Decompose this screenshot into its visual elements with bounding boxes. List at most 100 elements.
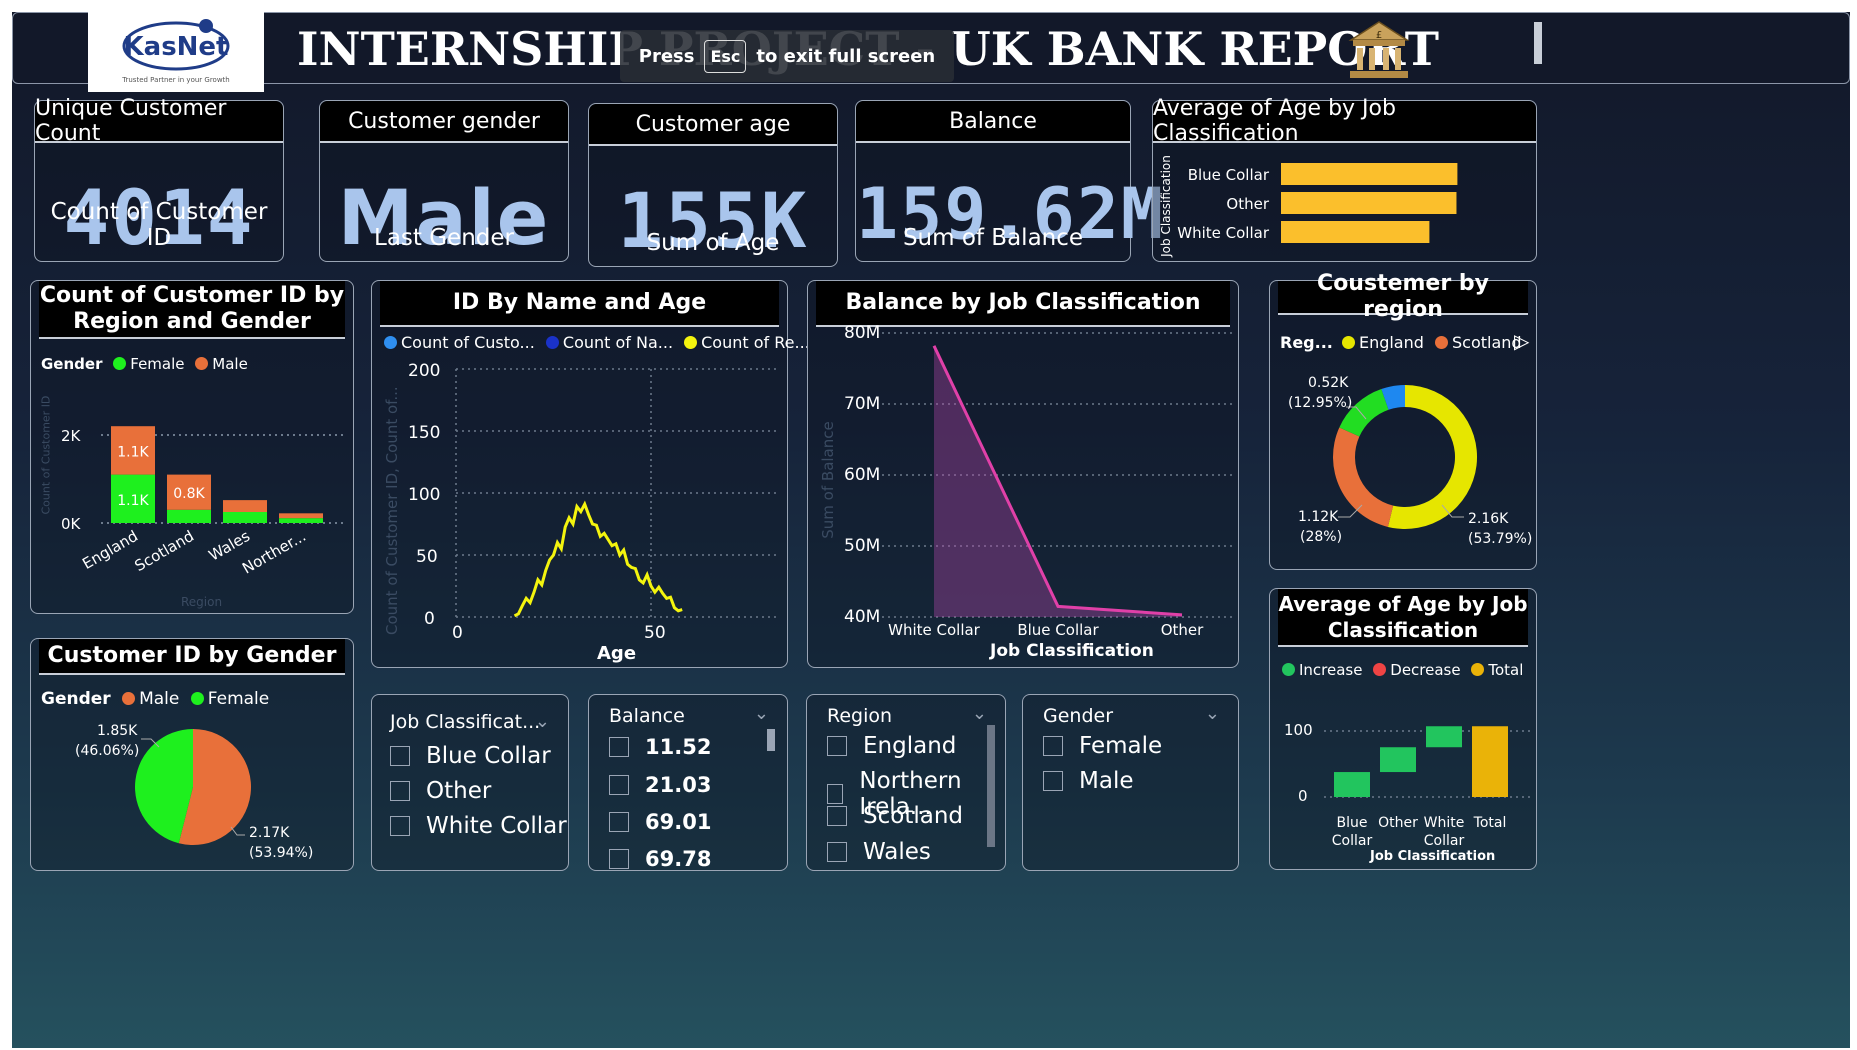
series-icon [545,336,559,349]
y-tick: 0 [424,609,435,629]
checkbox[interactable] [390,746,410,766]
card-title: Average of Age by Job Classification [1278,589,1528,647]
legend-item: Female [130,355,185,373]
y-tick: 50 [416,547,438,567]
waterfall-total-bar [1472,726,1508,797]
option-label: 11.52 [645,735,712,759]
slicer-option[interactable]: England [827,733,956,759]
data-label: 0.8K [173,486,205,502]
svg-text:Trusted Partner in your Growth: Trusted Partner in your Growth [121,76,230,84]
checkbox[interactable] [1043,771,1063,791]
legend-item: Count of Re... [701,333,810,352]
y-tick: 60M [844,465,881,485]
bar-segment-male [167,474,211,510]
kpi-value: 155K [617,176,809,265]
slicer-option[interactable]: Northern Irela... [827,768,1005,820]
checkbox[interactable] [609,737,629,757]
kpi-subtitle: Sum of Balance [902,225,1084,251]
data-label: 1.1K [117,444,149,460]
checkbox[interactable] [609,812,629,832]
header-scrollbar[interactable] [1534,22,1542,64]
x-tick-label: Other [1378,815,1418,831]
checkbox[interactable] [390,816,410,836]
checkbox[interactable] [827,736,847,756]
male-legend-icon [122,692,136,705]
slicer-option[interactable]: 69.78 [609,847,711,870]
checkbox[interactable] [609,849,629,869]
x-axis-title: Region [181,595,223,609]
chart-legend: Count of Custo... Count of Na... Count o… [378,333,810,352]
bar [1281,163,1458,185]
slicer-title: Region [827,705,893,727]
donut-slice [1381,385,1405,410]
card-title: Customer ID by Gender [39,639,345,675]
fullscreen-toast: Press Esc to exit full screen [620,30,954,82]
legend-next-arrow-icon[interactable]: ▷ [1514,329,1530,353]
kpi-title: Balance [856,101,1130,143]
option-label: Female [1079,733,1163,759]
x-tick: 0 [452,623,463,643]
female-legend-icon [113,357,127,370]
region-slicer: Region ⌄ England Northern Irela... Scotl… [806,694,1006,871]
leader-line [230,826,245,836]
chevron-down-icon[interactable]: ⌄ [753,703,769,724]
bar-segment-female [279,518,323,523]
legend-item: Male [212,355,248,373]
bar-segment-female [111,474,155,523]
decrease-legend-icon [1373,663,1387,676]
kpi-value: Male [337,173,551,262]
dashboard-canvas: KasNet Trusted Partner in your Growth IN… [12,12,1850,1048]
region-donut-card: Coustemer by region Reg... England Scotl… [1269,271,1537,570]
slicer-option[interactable]: Other [390,778,491,804]
slicer-scrollbar[interactable] [767,729,775,751]
data-label: 0.52K [1308,375,1349,391]
data-label: 1.1K [117,493,149,509]
option-label: Wales [863,839,931,865]
slicer-option[interactable]: Male [1043,768,1133,794]
checkbox[interactable] [827,806,847,826]
checkbox[interactable] [390,781,410,801]
bar [1281,221,1430,243]
kpi-subtitle: Sum of Age [646,230,780,256]
legend-label: Gender [41,689,111,709]
slicer-option[interactable]: 11.52 [609,735,711,759]
checkbox[interactable] [827,842,847,862]
card-title: Average of Age by Job Classification [1153,96,1536,146]
bar-category-label: Blue Collar [1188,166,1270,184]
checkbox[interactable] [827,784,844,804]
area-fill [934,345,1182,617]
slicer-option[interactable]: 69.01 [609,810,711,834]
kpi-balance: Balance 159.62M Sum of Balance [855,100,1163,262]
female-legend-icon [190,692,204,705]
chevron-down-icon[interactable]: ⌄ [971,703,987,724]
x-axis-title: Job Classification [1370,849,1496,864]
slicer-option[interactable]: Blue Collar [390,743,551,769]
slicer-title: Balance [609,705,685,727]
x-tick-label: Total [1473,815,1507,831]
waterfall-bar [1426,726,1462,748]
slicer-option[interactable]: White Collar [390,813,567,839]
balance-slicer: Balance ⌄ 11.52 21.03 69.01 69.78 [588,694,788,871]
checkbox[interactable] [609,775,629,795]
region-donut-chart [1333,385,1478,529]
chevron-down-icon[interactable]: ⌄ [534,711,550,732]
option-label: Scotland [863,803,963,829]
svg-text:£: £ [1376,30,1382,41]
slicer-option[interactable]: Female [1043,733,1162,759]
slicer-option[interactable]: Scotland [827,803,963,829]
data-label: (53.79%) [1468,531,1533,547]
bar-segment-female [223,512,267,523]
checkbox[interactable] [1043,736,1063,756]
y-tick: 100 [1284,721,1313,739]
y-tick: 100 [408,485,441,505]
donut-slice [1339,389,1389,437]
slicer-option[interactable]: 21.03 [609,773,711,797]
chart-legend: Gender Female Male [41,355,248,373]
pie-slice [178,729,252,845]
series-icon [684,336,698,349]
chevron-down-icon[interactable]: ⌄ [1204,703,1220,724]
slicer-scrollbar[interactable] [987,725,995,847]
toast-rest-text: to exit full screen [756,45,936,67]
slicer-option[interactable]: Wales [827,839,931,865]
kpi-subtitle: Last Gender [374,225,514,251]
